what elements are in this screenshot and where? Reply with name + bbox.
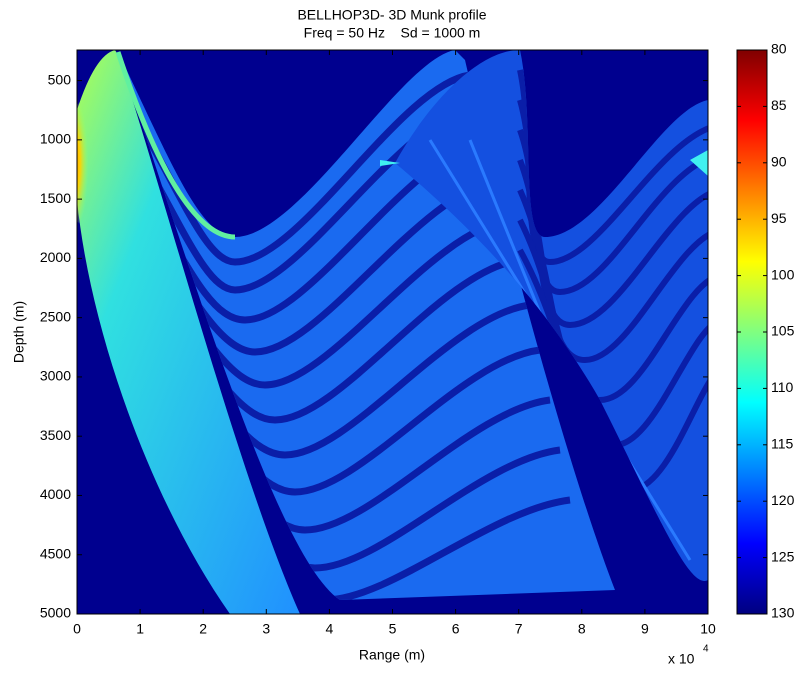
x-tick-label: 0 (73, 621, 81, 637)
colorbar-tick-label: 80 (771, 41, 787, 57)
x-tick-label: 7 (515, 621, 523, 637)
y-tick-label: 1000 (40, 131, 71, 147)
colorbar-tick-label: 100 (771, 266, 795, 282)
y-tick-label: 2000 (40, 249, 71, 265)
y-tick-label: 500 (48, 71, 72, 87)
y-tick-label: 3500 (40, 427, 71, 443)
colorbar-tick-label: 85 (771, 97, 787, 113)
x-tick-label: 10 (700, 621, 716, 637)
x-tick-label: 5 (389, 621, 397, 637)
y-tick-label: 5000 (40, 605, 71, 621)
x-tick-label: 1 (136, 621, 144, 637)
x-multiplier: x 10 (668, 651, 695, 667)
x-tick-label: 2 (199, 621, 207, 637)
source-region (77, 103, 94, 223)
y-tick-label: 2500 (40, 308, 71, 324)
chart-subtitle: Freq = 50 Hz Sd = 1000 m (304, 25, 481, 41)
colorbar-tick-label: 90 (771, 154, 787, 170)
y-tick-label: 1500 (40, 190, 71, 206)
y-tick-label: 4500 (40, 545, 71, 561)
chart-title: BELLHOP3D- 3D Munk profile (297, 7, 486, 23)
colorbar-tick-label: 110 (771, 379, 794, 395)
x-multiplier-exponent: 4 (703, 644, 709, 655)
x-tick-label: 8 (578, 621, 586, 637)
x-tick-label: 4 (326, 621, 334, 637)
y-tick-label: 3000 (40, 368, 71, 384)
y-axis-label: Depth (m) (11, 301, 27, 363)
colorbar-tick-label: 120 (771, 492, 795, 508)
direct-path-region (77, 50, 300, 614)
field (77, 50, 708, 614)
colorbar-tick-label: 130 (771, 605, 795, 621)
colorbar (737, 50, 767, 614)
colorbar-tick-label: 95 (771, 210, 787, 226)
caustic (115, 51, 236, 240)
x-tick-label: 3 (262, 621, 270, 637)
x-tick-label: 9 (641, 621, 649, 637)
colorbar-tick-label: 105 (771, 323, 795, 339)
y-tick-label: 4000 (40, 486, 71, 502)
x-axis-label: Range (m) (359, 647, 425, 663)
colorbar-tick-label: 115 (771, 436, 794, 452)
x-tick-label: 6 (452, 621, 460, 637)
colorbar-tick-label: 125 (771, 548, 795, 564)
